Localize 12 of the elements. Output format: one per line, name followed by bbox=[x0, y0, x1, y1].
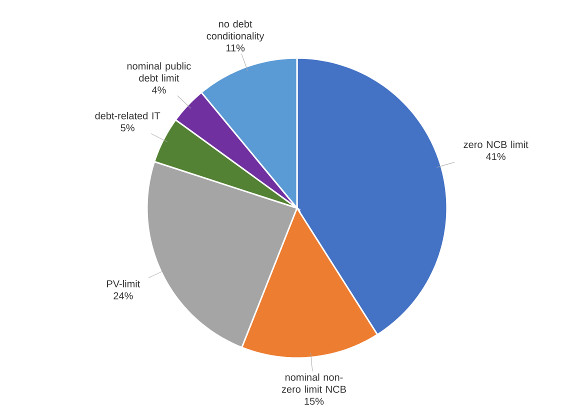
slice-label: no debt conditionality bbox=[206, 20, 264, 42]
slice-label: zero NCB limit bbox=[464, 140, 528, 148]
data-label: 24% bbox=[114, 292, 133, 300]
slice-label: nominal public debt limit bbox=[127, 62, 191, 82]
slice-label: PV-limit bbox=[107, 280, 140, 288]
slice-label: debt-related IT bbox=[95, 112, 160, 120]
data-label: 4% bbox=[152, 86, 166, 94]
data-label: 41% bbox=[486, 153, 506, 160]
data-label: 15% bbox=[304, 398, 324, 405]
slice-label: nominal non-zero limit NCB bbox=[282, 373, 346, 393]
data-label: 5% bbox=[120, 124, 134, 132]
data-label: 11% bbox=[226, 44, 245, 52]
